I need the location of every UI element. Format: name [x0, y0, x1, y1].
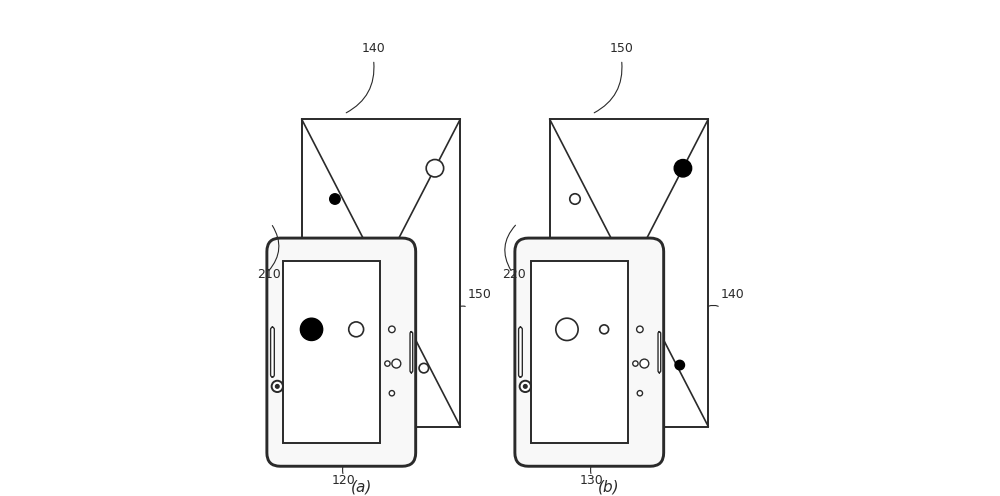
Bar [531, 261, 628, 443]
Circle shape [389, 390, 395, 396]
Text: 220: 220 [502, 268, 526, 281]
Text: 210: 210 [257, 268, 281, 281]
Circle shape [330, 194, 340, 204]
Bar [302, 119, 460, 427]
Text: 140: 140 [362, 42, 385, 55]
Circle shape [675, 360, 685, 370]
Circle shape [637, 326, 643, 333]
FancyBboxPatch shape [410, 332, 413, 372]
Text: 140: 140 [721, 288, 744, 301]
Circle shape [300, 318, 323, 340]
Text: (b): (b) [598, 479, 620, 494]
Text: 150: 150 [468, 288, 492, 301]
Circle shape [633, 361, 638, 366]
FancyBboxPatch shape [519, 327, 522, 377]
Circle shape [674, 160, 692, 177]
Circle shape [570, 194, 580, 204]
FancyBboxPatch shape [267, 238, 416, 466]
Circle shape [385, 361, 390, 366]
Circle shape [523, 384, 527, 388]
Text: 120: 120 [332, 474, 356, 487]
Circle shape [637, 390, 643, 396]
Circle shape [275, 384, 279, 388]
Circle shape [556, 318, 578, 340]
Circle shape [349, 322, 364, 337]
Circle shape [419, 364, 429, 373]
Circle shape [600, 325, 609, 334]
Circle shape [426, 160, 444, 177]
Circle shape [389, 326, 395, 333]
Circle shape [392, 359, 401, 368]
Circle shape [272, 381, 283, 392]
Bar [283, 261, 380, 443]
Text: 150: 150 [610, 42, 633, 55]
Circle shape [640, 359, 649, 368]
Text: 130: 130 [580, 474, 604, 487]
Bar [550, 119, 708, 427]
FancyBboxPatch shape [658, 332, 661, 372]
Text: (a): (a) [350, 479, 372, 494]
FancyBboxPatch shape [515, 238, 664, 466]
FancyBboxPatch shape [271, 327, 274, 377]
Circle shape [520, 381, 531, 392]
